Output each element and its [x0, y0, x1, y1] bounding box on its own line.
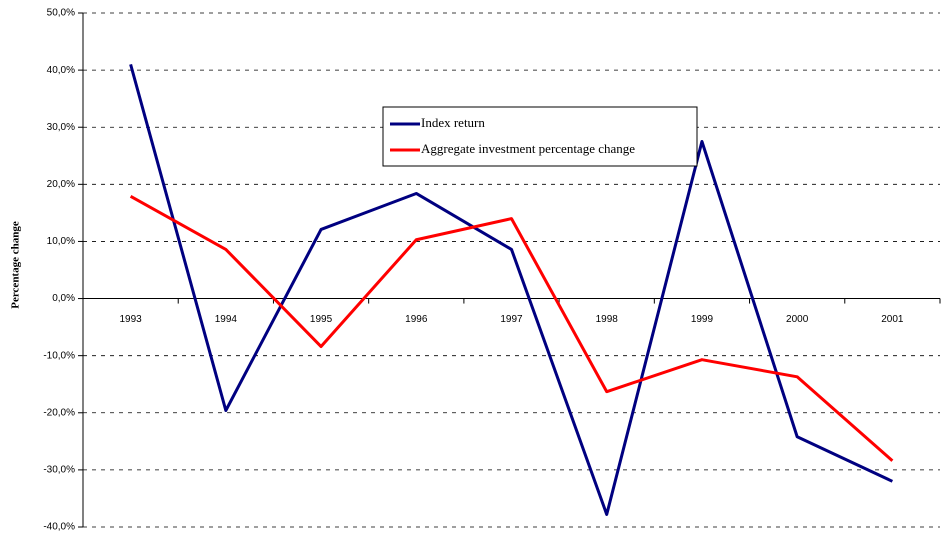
y-tick-label: 0,0% — [52, 293, 75, 304]
x-tick-label: 1996 — [405, 314, 428, 325]
y-tick-label: 20,0% — [47, 179, 75, 190]
series-line — [129, 195, 894, 462]
x-tick-label: 1995 — [310, 314, 333, 325]
y-tick-label: 50,0% — [47, 8, 75, 19]
series-line — [129, 64, 894, 516]
x-tick-label: 1999 — [691, 314, 714, 325]
x-tick-label: 1994 — [215, 314, 238, 325]
y-tick-label: 30,0% — [47, 122, 75, 133]
x-tick-label: 2000 — [786, 314, 809, 325]
legend-box — [382, 106, 698, 167]
y-tick-label: -30,0% — [43, 465, 75, 476]
legend-label: Aggregate investment percentage change — [421, 141, 635, 156]
y-tick-label: 10,0% — [47, 236, 75, 247]
y-tick-label: 40,0% — [47, 65, 75, 76]
x-tick-label: 1993 — [119, 314, 142, 325]
x-tick-label: 1997 — [500, 314, 523, 325]
y-tick-label: -20,0% — [43, 407, 75, 418]
legend-label: Index return — [421, 115, 485, 130]
x-tick-label: 1998 — [596, 314, 619, 325]
y-tick-label: -40,0% — [43, 522, 75, 533]
x-tick-label: 2001 — [881, 314, 904, 325]
y-tick-label: -10,0% — [43, 350, 75, 361]
y-axis-label: Percentage change — [10, 221, 22, 309]
